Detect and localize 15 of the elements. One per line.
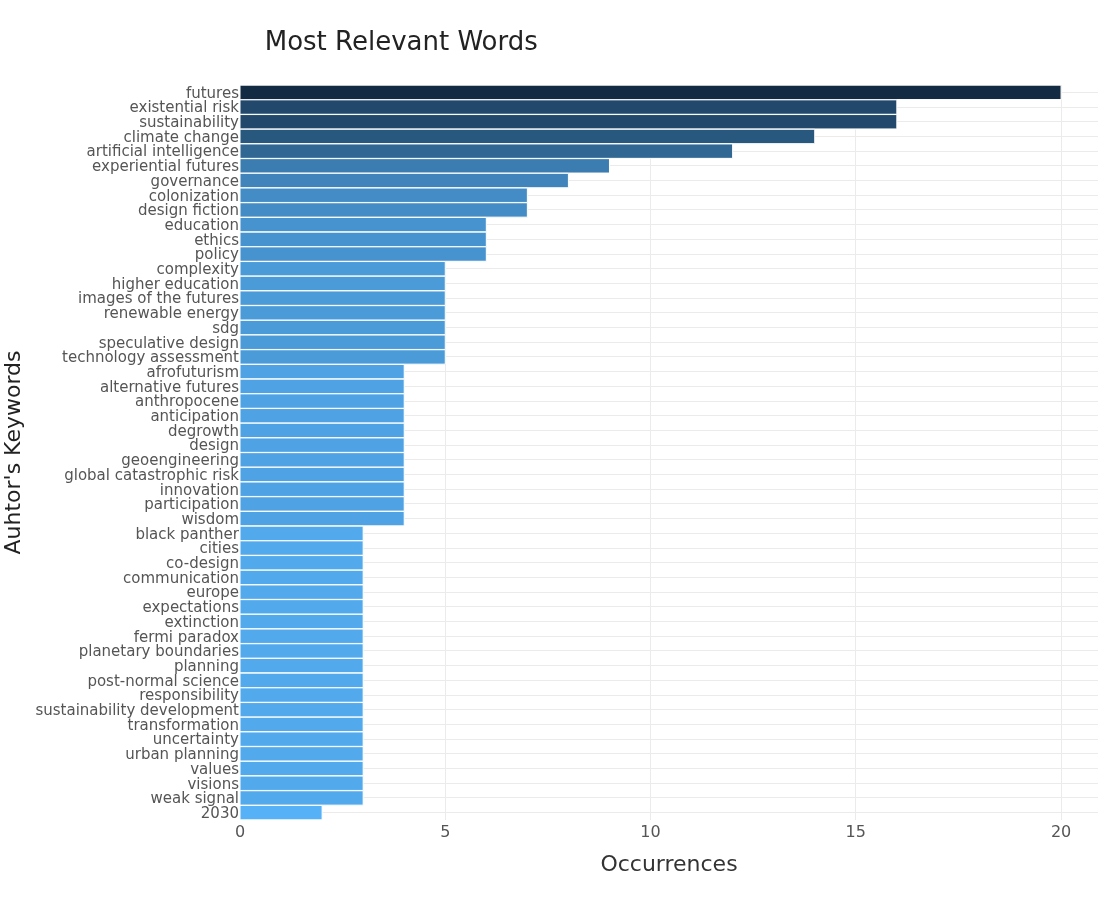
y-tick-label: extinction	[164, 612, 239, 631]
y-tick-label: degrowth	[168, 421, 239, 440]
y-tick-label: co-design	[166, 554, 239, 572]
y-tick-label: sustainability	[139, 113, 240, 131]
x-tick-label: 5	[440, 822, 451, 841]
y-tick-label: afrofuturism	[146, 362, 239, 381]
y-tick-label: planning	[173, 656, 239, 675]
y-axis-title: Auhtor's Keywords	[0, 350, 25, 555]
x-axis-title: Occurrences	[600, 850, 738, 876]
chart-title: Most Relevant Words	[264, 25, 538, 56]
x-tick-label: 0	[234, 822, 246, 841]
x-tick-label: 20	[1050, 822, 1072, 841]
x-tick-label: 10	[640, 822, 661, 841]
x-tick-label: 15	[845, 822, 866, 841]
y-tick-label: governance	[150, 171, 239, 190]
